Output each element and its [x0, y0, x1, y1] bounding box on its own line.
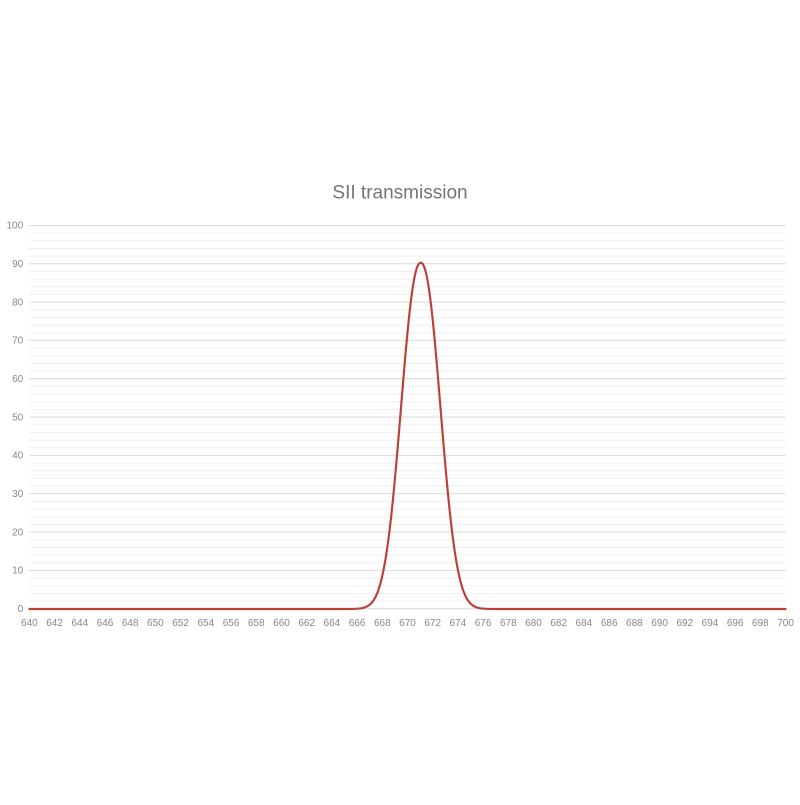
svg-text:682: 682 — [550, 618, 567, 629]
svg-text:10: 10 — [12, 566, 24, 577]
svg-text:686: 686 — [601, 618, 618, 629]
svg-text:668: 668 — [374, 618, 391, 629]
svg-text:692: 692 — [676, 618, 693, 629]
svg-text:658: 658 — [248, 618, 265, 629]
svg-text:646: 646 — [97, 618, 114, 629]
svg-text:654: 654 — [197, 618, 214, 629]
svg-text:644: 644 — [71, 618, 88, 629]
svg-text:700: 700 — [777, 618, 794, 629]
svg-text:696: 696 — [727, 618, 744, 629]
svg-text:672: 672 — [424, 618, 441, 629]
svg-text:642: 642 — [46, 618, 63, 629]
svg-text:662: 662 — [298, 618, 315, 629]
svg-text:30: 30 — [12, 489, 24, 500]
svg-text:684: 684 — [576, 618, 593, 629]
svg-text:674: 674 — [450, 618, 467, 629]
svg-text:0: 0 — [18, 604, 24, 615]
svg-text:694: 694 — [702, 618, 719, 629]
svg-text:70: 70 — [12, 336, 24, 347]
svg-text:90: 90 — [12, 259, 24, 270]
svg-text:100: 100 — [7, 221, 24, 232]
svg-text:676: 676 — [475, 618, 492, 629]
svg-text:690: 690 — [651, 618, 668, 629]
svg-text:688: 688 — [626, 618, 643, 629]
svg-text:680: 680 — [525, 618, 542, 629]
svg-text:664: 664 — [324, 618, 341, 629]
svg-text:678: 678 — [500, 618, 517, 629]
svg-text:640: 640 — [21, 618, 38, 629]
svg-text:648: 648 — [122, 618, 139, 629]
svg-text:652: 652 — [172, 618, 189, 629]
svg-text:660: 660 — [273, 618, 290, 629]
svg-text:60: 60 — [12, 374, 24, 385]
svg-text:40: 40 — [12, 451, 24, 462]
svg-text:650: 650 — [147, 618, 164, 629]
svg-text:SII transmission: SII transmission — [332, 183, 467, 204]
svg-text:80: 80 — [12, 297, 24, 308]
svg-text:698: 698 — [752, 618, 769, 629]
svg-text:670: 670 — [399, 618, 416, 629]
svg-text:50: 50 — [12, 412, 24, 423]
svg-text:20: 20 — [12, 527, 24, 538]
svg-text:656: 656 — [223, 618, 240, 629]
svg-text:666: 666 — [349, 618, 366, 629]
